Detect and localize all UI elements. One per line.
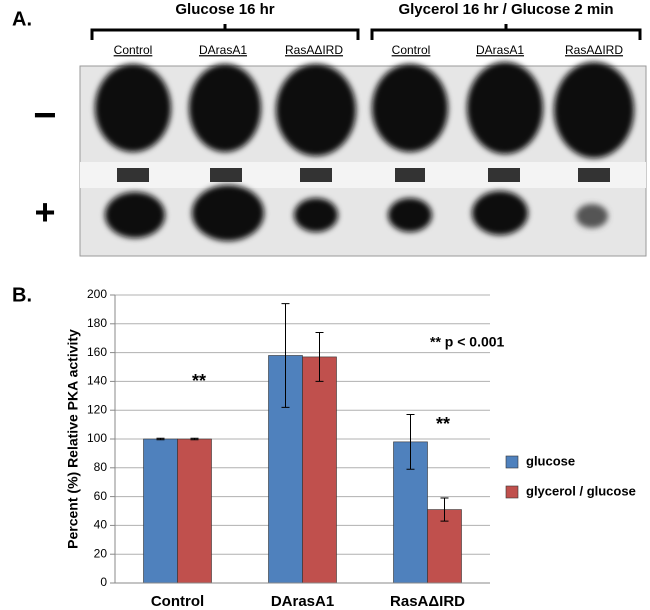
gel-background	[79, 65, 647, 257]
y-axis-label: Percent (%) Relative PKA activity	[65, 329, 81, 549]
y-tick-label: 20	[94, 546, 108, 560]
lane-label: RasAΔIRD	[285, 43, 343, 57]
error-bar	[406, 414, 415, 470]
bar	[177, 438, 212, 584]
row-label: −	[33, 94, 56, 138]
y-tick-label: 180	[87, 316, 107, 330]
legend-swatch	[505, 455, 519, 469]
bottom-spots	[105, 185, 608, 241]
error-bar	[440, 497, 449, 522]
x-tick-label: RasAΔIRD	[390, 593, 465, 610]
y-tick-label: 160	[87, 345, 107, 359]
panel-label: A.	[12, 8, 32, 30]
well-band	[80, 162, 646, 188]
lane-label: Control	[114, 43, 153, 57]
annotation: ** p < 0.001	[430, 334, 505, 350]
y-tick-label: 100	[87, 431, 107, 445]
bar	[302, 356, 337, 584]
x-tick-label: Control	[151, 593, 204, 610]
y-tick-label: 40	[94, 518, 108, 532]
bracket	[90, 24, 360, 40]
error-bar	[281, 303, 290, 408]
legend-label: glycerol / glucose	[526, 483, 636, 498]
y-tick-label: 120	[87, 402, 107, 416]
y-tick-label: 80	[94, 460, 108, 474]
lane-label: Control	[392, 43, 431, 57]
bracket	[370, 24, 642, 40]
y-tick-label: 140	[87, 374, 107, 388]
y-tick-label: 60	[94, 489, 108, 503]
error-bar	[156, 437, 165, 441]
y-tick-label: 200	[87, 287, 107, 301]
lane-label: DArasA1	[476, 43, 524, 57]
error-bar	[190, 437, 199, 441]
bar	[143, 438, 178, 584]
row-label: +	[34, 192, 55, 233]
group-label: Glycerol 16 hr / Glucose 2 min	[398, 1, 613, 18]
bar	[427, 509, 462, 584]
error-bar	[315, 331, 324, 382]
top-spots	[95, 62, 634, 158]
gel-image	[79, 62, 647, 257]
legend-label: glucose	[526, 453, 575, 468]
panel-label: B.	[12, 284, 32, 306]
lane-label: RasAΔIRD	[565, 43, 623, 57]
wells	[117, 168, 610, 182]
annotation: **	[436, 414, 450, 434]
lane-label: DArasA1	[199, 43, 247, 57]
x-tick-label: DArasA1	[271, 593, 334, 610]
y-tick-label: 0	[100, 575, 107, 589]
group-label: Glucose 16 hr	[175, 1, 274, 18]
annotation: **	[192, 371, 206, 391]
legend-swatch	[505, 485, 519, 499]
